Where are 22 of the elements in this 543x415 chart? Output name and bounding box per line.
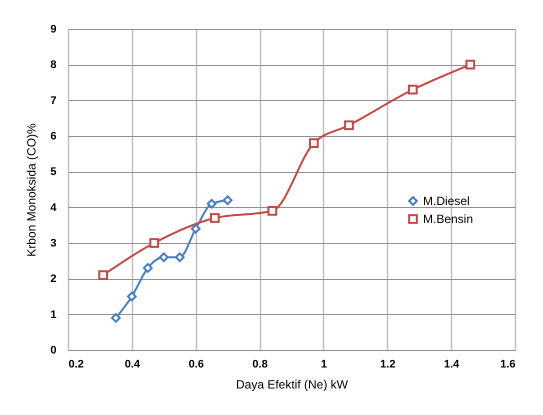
legend-label: M.Bensin [423, 212, 474, 226]
x-tick-label: 0.2 [68, 358, 84, 370]
x-tick-label: 1 [320, 358, 327, 370]
y-tick-label: 1 [50, 308, 56, 321]
x-axis-title: Daya Efektif (Ne) kW [236, 378, 349, 392]
y-tick-label: 6 [50, 130, 56, 142]
y-tick-label: 7 [50, 94, 56, 107]
x-tick-label: 0.8 [252, 358, 268, 370]
x-tick-label: 0.4 [124, 358, 141, 370]
x-tick-label: 1.4 [444, 358, 460, 370]
y-tick-label: 8 [50, 59, 56, 72]
y-axis-title: Krbon Monoksida (CO)% [24, 122, 38, 257]
y-tick-label: 0 [50, 344, 56, 356]
y-tick-label: 9 [50, 24, 56, 36]
x-tick-label: 0.6 [188, 358, 204, 370]
x-tick-label: 1.6 [500, 358, 516, 370]
x-tick-label: 1.2 [380, 358, 396, 370]
y-tick-label: 4 [50, 202, 58, 214]
y-tick-label: 2 [50, 273, 56, 286]
y-tick-label: 3 [50, 238, 56, 250]
y-tick-label: 5 [50, 166, 56, 178]
legend-label: M.Diesel [423, 194, 470, 208]
